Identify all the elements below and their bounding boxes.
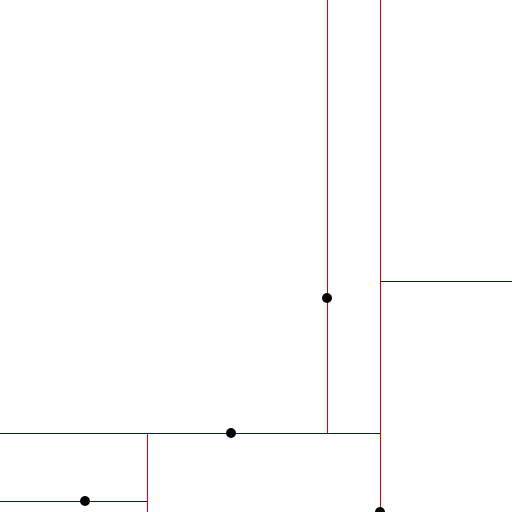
data-point-4	[375, 507, 385, 512]
horizontal-split-lines	[0, 281, 512, 502]
data-point-1	[322, 293, 332, 303]
vertical-split-lines	[147, 0, 381, 512]
data-point-2	[226, 428, 236, 438]
data-point-3	[80, 496, 90, 506]
data-points	[80, 293, 385, 512]
